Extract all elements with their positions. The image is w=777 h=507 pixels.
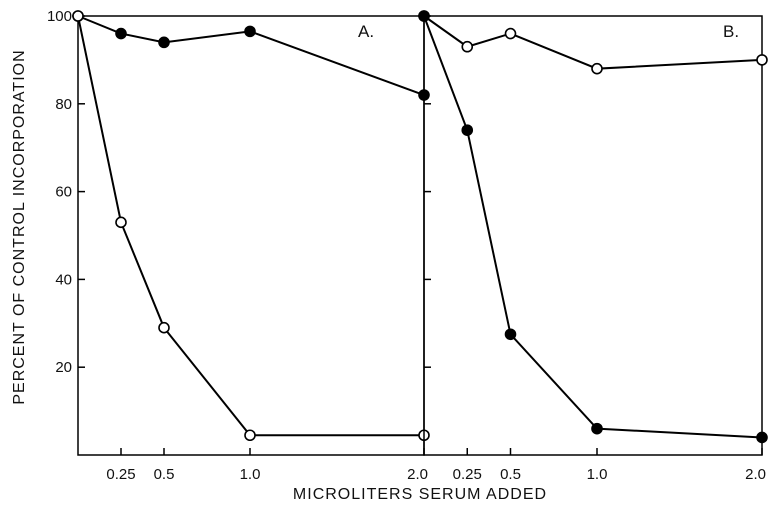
filled-point	[756, 431, 768, 444]
panel-label: A.	[358, 22, 374, 41]
y-axis-title: PERCENT OF CONTROL INCORPORATION	[11, 49, 28, 404]
y-tick-label: 40	[55, 271, 72, 288]
filled-point	[158, 36, 170, 49]
x-tick-label: 0.5	[154, 466, 175, 483]
filled-point	[418, 10, 430, 22]
open-point	[461, 40, 474, 53]
x-tick-label: 1.0	[240, 466, 261, 483]
filled-point	[244, 25, 256, 38]
open-point	[756, 54, 768, 66]
series-line	[423, 15, 763, 439]
y-tick-label: 100	[47, 8, 72, 25]
x-tick-label: 1.0	[587, 466, 608, 483]
series-line	[423, 15, 763, 70]
open-point	[504, 27, 517, 40]
filled-point	[591, 422, 603, 435]
series-line	[77, 15, 424, 437]
filled-point	[504, 328, 517, 341]
y-tick-label: 80	[55, 96, 72, 113]
x-axis-title: MICROLITERS SERUM ADDED	[293, 486, 547, 503]
panel-label: B.	[723, 22, 739, 41]
filled-point	[461, 124, 474, 136]
y-tick-label: 60	[55, 184, 72, 201]
panel-a: 20 40 60 80 100 0.25 0.5 1.0 2.0 A.	[47, 8, 430, 483]
open-point	[591, 62, 603, 75]
x-tick-label: 2.0	[745, 466, 766, 483]
x-tick-label: 0.5	[500, 466, 521, 483]
y-tick-label: 20	[55, 359, 72, 376]
filled-point	[115, 27, 127, 40]
x-tick-label: 0.25	[106, 466, 135, 483]
open-point	[72, 10, 84, 22]
open-point	[158, 321, 170, 334]
plot-frame	[77, 15, 425, 456]
x-tick-label: 2.0	[407, 466, 428, 483]
open-point	[244, 429, 256, 442]
panel-b: 0.25 0.5 1.0 2.0 B.	[418, 10, 768, 483]
open-point	[115, 216, 127, 229]
x-tick-label: 0.25	[453, 466, 482, 483]
plot-frame	[423, 15, 763, 456]
